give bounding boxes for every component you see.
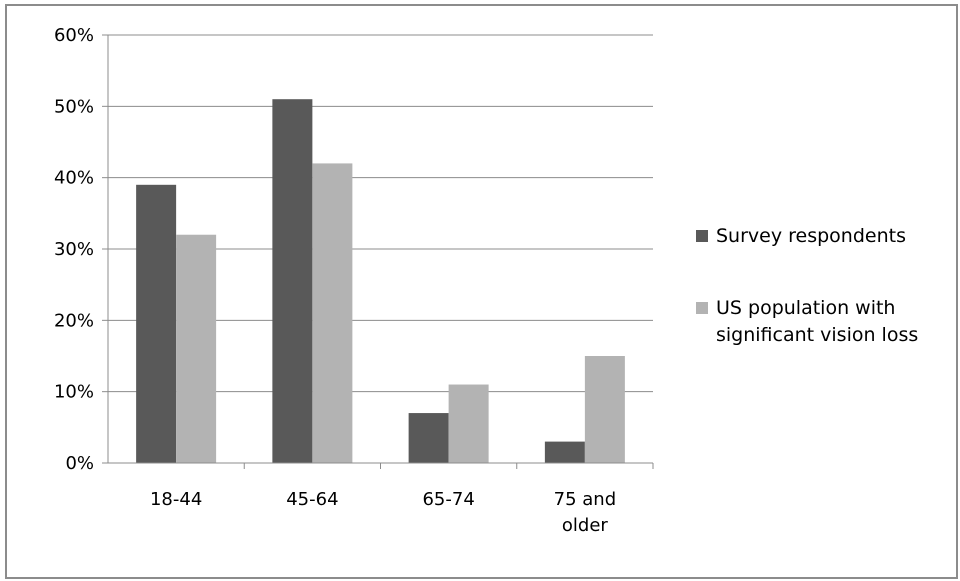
x-tick-label: 18-44: [150, 489, 202, 510]
y-tick-label: 40%: [54, 168, 94, 189]
bar-us-population: [312, 163, 353, 463]
y-tick-label: 30%: [54, 239, 94, 260]
legend: Survey respondents US population with sign…: [696, 225, 918, 346]
y-tick-labels: 0% 10% 20% 30% 40% 50% 60%: [54, 25, 94, 474]
y-tick-label: 50%: [54, 96, 94, 117]
bar-survey-respondents: [408, 413, 449, 463]
legend-label: Survey respondents: [716, 225, 906, 247]
y-tick-label: 60%: [54, 25, 94, 46]
x-tick-label: 75 and older: [554, 489, 617, 536]
x-tick-labels: 18-44 45-64 65-74 75 and older: [150, 489, 616, 536]
axes: [102, 34, 654, 469]
y-tick-label: 10%: [54, 382, 94, 403]
bar-survey-respondents: [136, 184, 177, 464]
y-tick-label: 20%: [54, 310, 94, 331]
x-tick-label: 65-74: [422, 489, 474, 510]
bar-survey-respondents: [544, 441, 585, 463]
x-tick-label: 45-64: [286, 489, 338, 510]
bar-us-population: [584, 356, 625, 463]
legend-swatch: [696, 302, 708, 314]
bar-survey-respondents: [272, 99, 313, 463]
bars: [136, 99, 625, 464]
y-tick-label: 0%: [65, 453, 94, 474]
bar-us-population: [176, 234, 217, 463]
legend-label: US population with significant vision los…: [716, 297, 918, 346]
bar-us-population: [448, 384, 489, 463]
legend-swatch: [696, 230, 708, 242]
